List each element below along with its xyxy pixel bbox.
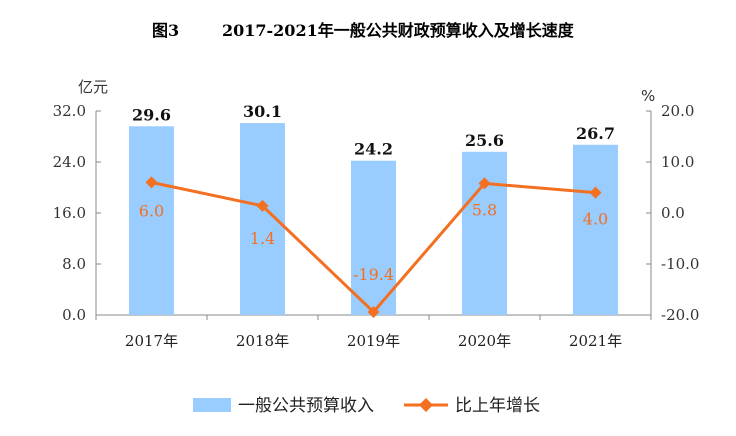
- line-value-label: 6.0: [139, 201, 164, 220]
- bar: [351, 160, 396, 315]
- bar: [462, 151, 507, 315]
- chart-title: 2017-2021年一般公共财政预算收入及增长速度: [222, 21, 575, 40]
- line-value-label: -19.4: [353, 265, 394, 284]
- legend: 一般公共预算收入 比上年增长: [193, 396, 540, 416]
- bar-series: [129, 123, 618, 315]
- legend-line-marker: [419, 398, 433, 412]
- left-tick-label: 0.0: [62, 306, 86, 324]
- bar-value-label: 26.7: [576, 124, 615, 143]
- left-tick-label: 32.0: [53, 102, 86, 120]
- right-tick-label: 20.0: [661, 102, 694, 120]
- line-point-marker: [589, 186, 602, 199]
- line-point-marker: [367, 305, 380, 318]
- right-axis-unit: %: [641, 87, 655, 105]
- right-tick-label: -10.0: [661, 255, 699, 273]
- right-axis-ticks: -20.0 -10.0 0.0 10.0 20.0: [646, 102, 699, 324]
- right-tick-label: -20.0: [661, 306, 699, 324]
- line-point-marker: [256, 199, 269, 212]
- category-label: 2018年: [236, 332, 289, 350]
- legend-bar-swatch: [193, 398, 231, 412]
- category-label: 2021年: [569, 332, 622, 350]
- line-point-marker: [145, 176, 158, 189]
- left-axis-ticks: 0.0 8.0 16.0 24.0 32.0: [53, 102, 652, 324]
- bar-value-label: 29.6: [132, 105, 171, 124]
- line-value-label: 1.4: [250, 229, 275, 248]
- bar: [573, 144, 618, 315]
- right-tick-label: 10.0: [661, 153, 694, 171]
- left-tick-label: 16.0: [53, 204, 86, 222]
- category-label: 2019年: [347, 332, 400, 350]
- bar: [129, 126, 174, 315]
- bar-value-label: 30.1: [243, 102, 282, 121]
- category-label: 2020年: [458, 332, 511, 350]
- category-label: 2017年: [125, 332, 178, 350]
- line-series: [145, 176, 602, 318]
- bar-value-label: 25.6: [465, 131, 504, 150]
- right-tick-label: 0.0: [661, 204, 685, 222]
- legend-line-label: 比上年增长: [455, 396, 540, 416]
- bar-value-label: 24.2: [354, 140, 393, 159]
- line-value-labels: 6.0 1.4 -19.4 5.8 4.0: [139, 200, 608, 284]
- left-axis-unit: 亿元: [78, 78, 108, 96]
- bar-value-labels: 29.6 30.1 24.2 25.6 26.7: [132, 102, 615, 159]
- left-tick-label: 24.0: [53, 153, 86, 171]
- line-point-marker: [478, 177, 491, 190]
- line-value-label: 5.8: [472, 200, 497, 219]
- category-labels: 2017年 2018年 2019年 2020年 2021年: [125, 332, 622, 350]
- line-value-label: 4.0: [583, 210, 608, 229]
- left-tick-label: 8.0: [62, 255, 86, 273]
- chart-figure-number: 图3: [152, 21, 179, 40]
- legend-bar-label: 一般公共预算收入: [238, 396, 374, 416]
